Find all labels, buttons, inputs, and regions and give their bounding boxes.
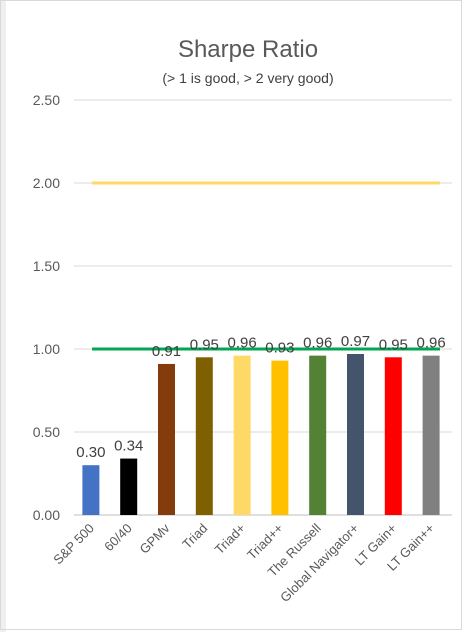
data-label: 0.93: [265, 340, 294, 357]
category-label: Triad: [179, 521, 210, 552]
y-tick-label: 1.50: [33, 258, 60, 274]
data-label: 0.30: [76, 444, 105, 461]
bar: [309, 355, 327, 515]
chart-title: Sharpe Ratio: [177, 36, 319, 63]
data-label: 0.34: [114, 438, 143, 455]
category-label: S&P 500: [50, 521, 97, 568]
data-label: 0.96: [303, 335, 332, 352]
y-tick-label: 2.00: [33, 175, 60, 191]
category-label: Triad+: [212, 521, 249, 558]
bar: [233, 355, 251, 515]
bar: [347, 353, 364, 515]
bar: [82, 465, 100, 515]
chart-subtitle: (> 1 is good, > 2 very good): [162, 70, 334, 86]
data-label: 0.96: [227, 335, 256, 352]
bar: [422, 355, 440, 515]
category-label: 60/40: [101, 521, 135, 555]
bar: [195, 357, 213, 515]
y-tick-label: 2.50: [33, 92, 60, 108]
y-tick-label: 0.50: [33, 424, 60, 440]
frame-left-strip: [0, 0, 6, 632]
bar: [384, 357, 402, 515]
y-tick-label: 1.00: [33, 341, 60, 357]
data-label: 0.96: [416, 335, 445, 352]
bar: [120, 458, 138, 515]
bar: [158, 363, 175, 515]
data-label: 0.95: [379, 336, 408, 353]
data-label: 0.97: [341, 333, 370, 350]
bar: [271, 360, 289, 515]
y-tick-label: 0.00: [33, 507, 60, 523]
category-label: GPMv: [136, 520, 172, 556]
data-label: 0.91: [152, 343, 181, 360]
data-label: 0.95: [190, 336, 219, 353]
